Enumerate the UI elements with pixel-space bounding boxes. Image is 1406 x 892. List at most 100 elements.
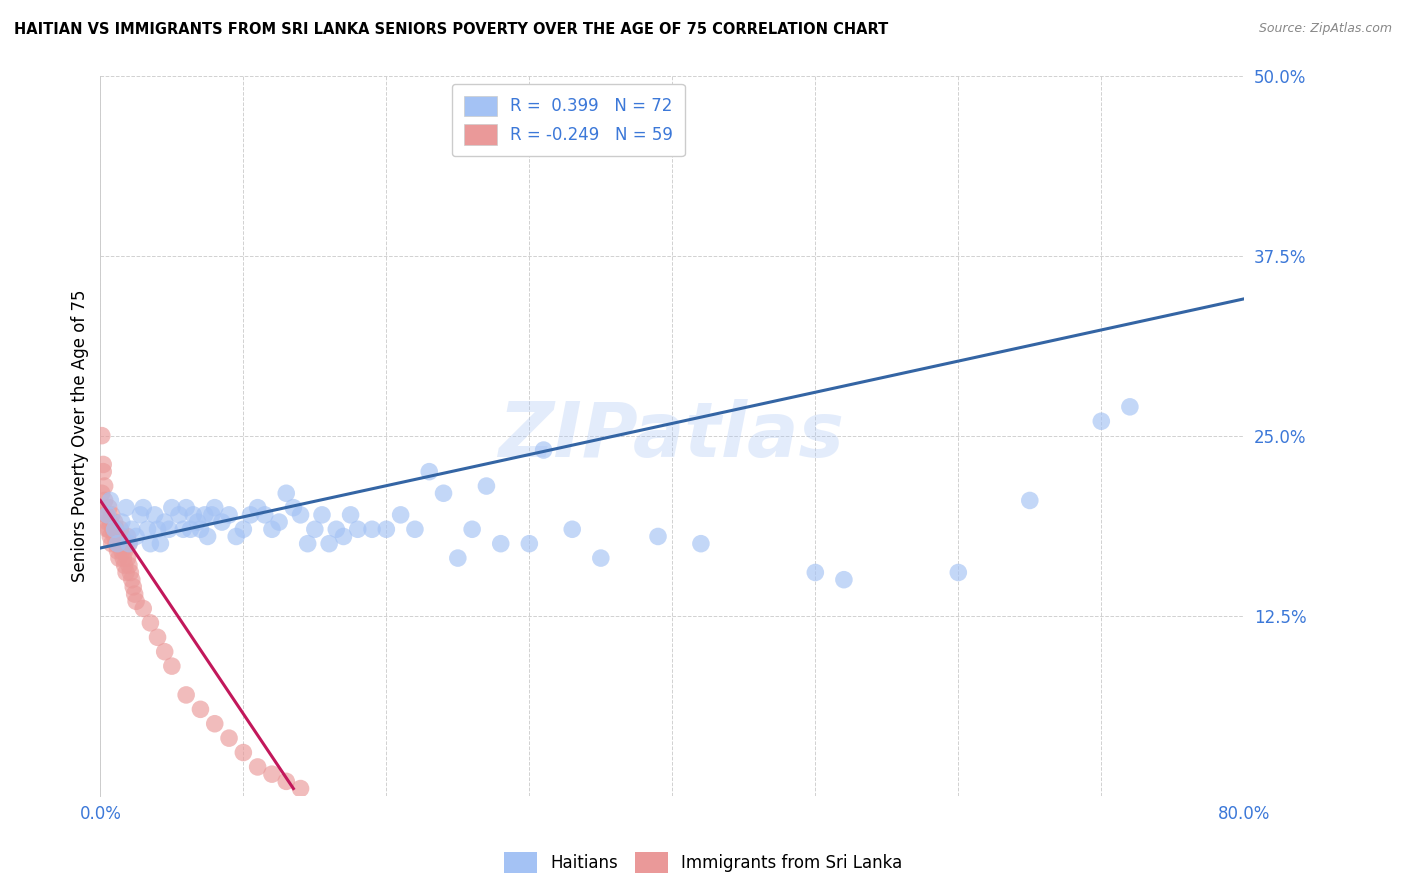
Point [98,493,121,508]
Point [346,522,368,536]
Point [589,551,612,566]
Point [118,537,141,551]
Point [111,544,134,558]
Point [197,529,219,543]
Point [117,551,139,566]
Point [269,515,291,529]
Point [114,558,136,573]
Point [804,566,827,580]
Point [104,522,127,536]
Point [432,486,454,500]
Point [103,522,125,536]
Point [218,508,240,522]
Point [107,529,129,543]
Point [375,522,398,536]
Point [404,522,426,536]
Point [190,522,212,536]
Point [110,537,132,551]
Point [204,716,226,731]
Point [101,537,124,551]
Point [1090,414,1112,428]
Text: HAITIAN VS IMMIGRANTS FROM SRI LANKA SENIORS POVERTY OVER THE AGE OF 75 CORRELAT: HAITIAN VS IMMIGRANTS FROM SRI LANKA SEN… [14,22,889,37]
Point [304,522,326,536]
Point [96,515,118,529]
Point [276,774,298,789]
Point [117,529,139,543]
Point [276,486,298,500]
Point [111,515,134,529]
Point [246,500,269,515]
Point [283,500,305,515]
Point [389,508,412,522]
Point [461,522,484,536]
Point [90,428,112,442]
Y-axis label: Seniors Poverty Over the Age of 75: Seniors Poverty Over the Age of 75 [72,289,89,582]
Point [146,630,169,644]
Point [339,508,361,522]
Point [108,551,131,566]
Point [517,537,540,551]
Point [136,522,159,536]
Point [232,522,254,536]
Point [246,760,269,774]
Point [125,594,148,608]
Point [225,529,247,543]
Legend: R =  0.399   N = 72, R = -0.249   N = 59: R = 0.399 N = 72, R = -0.249 N = 59 [451,84,685,156]
Point [115,500,138,515]
Point [114,544,136,558]
Point [103,522,125,536]
Point [115,537,138,551]
Point [318,537,340,551]
Point [194,508,217,522]
Point [146,522,169,536]
Text: ZIPatlas: ZIPatlas [499,399,845,473]
Point [121,573,143,587]
Point [98,515,121,529]
Point [447,551,470,566]
Point [122,580,145,594]
Text: Source: ZipAtlas.com: Source: ZipAtlas.com [1258,22,1392,36]
Point [104,529,127,543]
Point [98,529,121,543]
Point [239,508,262,522]
Point [91,465,114,479]
Point [832,573,855,587]
Point [218,731,240,746]
Point [332,529,354,543]
Point [94,508,117,522]
Point [260,522,283,536]
Point [129,508,152,522]
Point [174,500,197,515]
Point [179,522,201,536]
Legend: Haitians, Immigrants from Sri Lanka: Haitians, Immigrants from Sri Lanka [496,846,910,880]
Point [149,537,172,551]
Point [139,537,162,551]
Point [96,508,118,522]
Point [96,522,118,536]
Point [325,522,347,536]
Point [107,544,129,558]
Point [97,500,120,515]
Point [1119,400,1142,414]
Point [160,659,183,673]
Point [561,522,583,536]
Point [489,537,512,551]
Point [160,500,183,515]
Point [172,522,194,536]
Point [112,551,135,566]
Point [190,702,212,716]
Point [118,537,141,551]
Point [121,522,143,536]
Point [153,515,176,529]
Point [253,508,276,522]
Point [418,465,440,479]
Point [104,515,127,529]
Point [948,566,970,580]
Point [132,601,155,615]
Point [111,529,134,543]
Point [101,508,124,522]
Point [105,522,128,536]
Point [647,529,669,543]
Point [93,479,115,493]
Point [91,458,114,472]
